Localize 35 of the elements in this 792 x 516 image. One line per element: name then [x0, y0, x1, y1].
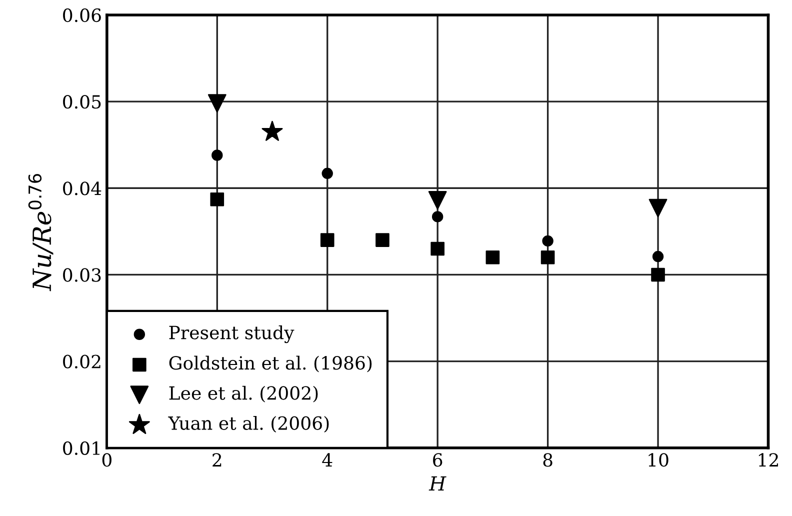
- x-tick-label: 2: [212, 453, 222, 466]
- point: [262, 120, 283, 141]
- point: [542, 235, 554, 247]
- point: [208, 94, 226, 112]
- legend-label: Yuan et al. (2006): [168, 416, 329, 432]
- x-tick-label: 0: [102, 453, 112, 467]
- point: [652, 250, 664, 262]
- point: [322, 168, 333, 180]
- y-tick-label: 0.06: [63, 8, 101, 22]
- x-axis-title: H: [428, 476, 446, 491]
- point: [428, 191, 447, 210]
- y-tick-label: 0.04: [63, 182, 102, 196]
- y-axis-title: Nu/Re$^{0.76}$: [28, 174, 54, 292]
- x-tick-label: 10: [648, 453, 668, 467]
- point: [212, 150, 223, 161]
- y-tick-label: 0.02: [63, 354, 100, 368]
- point: [651, 268, 665, 282]
- legend-label: Goldstein et al. (1986): [169, 356, 372, 372]
- x-tick-label: 4: [322, 453, 332, 466]
- x-tick-label: 8: [543, 453, 552, 467]
- legend-label: Lee et al. (2002): [169, 386, 318, 402]
- y-tick-label: 0.05: [63, 95, 101, 109]
- point: [430, 242, 444, 256]
- x-tick-label: 12: [758, 453, 778, 466]
- y-tick-label: 0.01: [63, 441, 100, 456]
- point: [210, 192, 224, 206]
- point: [376, 233, 390, 247]
- legend-label: Present study: [169, 325, 294, 344]
- x-tick-label: 6: [433, 453, 442, 467]
- point: [486, 250, 500, 264]
- point: [320, 233, 334, 247]
- point: [540, 250, 555, 264]
- point: [648, 198, 668, 218]
- y-tick-label: 0.03: [63, 268, 101, 282]
- point: [432, 211, 444, 222]
